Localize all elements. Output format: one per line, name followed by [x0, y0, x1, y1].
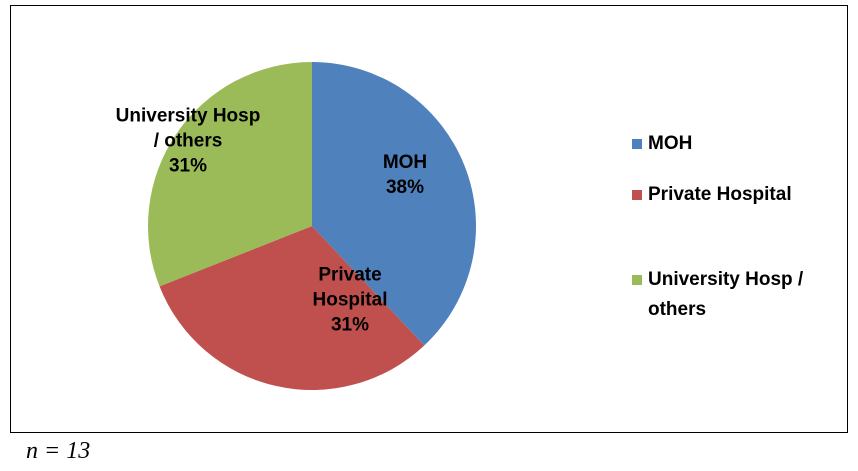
data-label: Private Hospital 31%: [295, 263, 405, 338]
legend-swatch: [632, 190, 642, 200]
legend-entry: Private Hospital: [648, 184, 792, 205]
data-label-value: 31%: [330, 314, 370, 336]
legend-swatch: [632, 139, 642, 149]
data-label: MOH 38%: [360, 150, 450, 200]
data-label-category: MOH: [382, 152, 428, 173]
data-label-category: University Hosp / others: [115, 105, 261, 152]
data-label: University Hosp / others 31%: [113, 104, 263, 179]
data-label-value: 31%: [168, 155, 208, 177]
legend-entry: MOH: [648, 133, 693, 154]
data-label-category: Private Hospital: [312, 264, 388, 311]
chart-frame: [10, 5, 848, 433]
legend-swatch: [632, 275, 642, 285]
data-label-value: 38%: [385, 177, 425, 198]
sample-size-note: n = 13: [18, 438, 99, 465]
pie-slice: [312, 62, 476, 346]
pie-slice: [159, 226, 425, 390]
legend-entry: University Hosp / others: [648, 269, 804, 320]
pie-slice: [148, 62, 312, 287]
